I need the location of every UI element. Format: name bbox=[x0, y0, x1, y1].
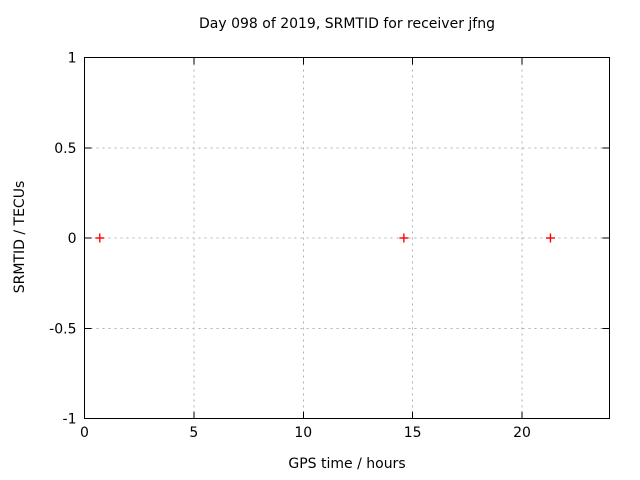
x-tick-label: 5 bbox=[189, 425, 198, 441]
y-tick-label: -0.5 bbox=[49, 321, 76, 337]
y-tick-label: 1 bbox=[68, 51, 77, 67]
chart-title: Day 098 of 2019, SRMTID for receiver jfn… bbox=[199, 16, 495, 32]
y-tick-label: 0.5 bbox=[54, 141, 76, 157]
x-axis-label: GPS time / hours bbox=[288, 456, 406, 472]
x-tick-label: 0 bbox=[80, 425, 89, 441]
x-tick-label: 15 bbox=[404, 425, 422, 441]
y-tick-label: -1 bbox=[63, 412, 77, 428]
y-tick-label: 0 bbox=[68, 231, 77, 247]
x-tick-label: 20 bbox=[513, 425, 531, 441]
x-tick-label: 10 bbox=[294, 425, 312, 441]
